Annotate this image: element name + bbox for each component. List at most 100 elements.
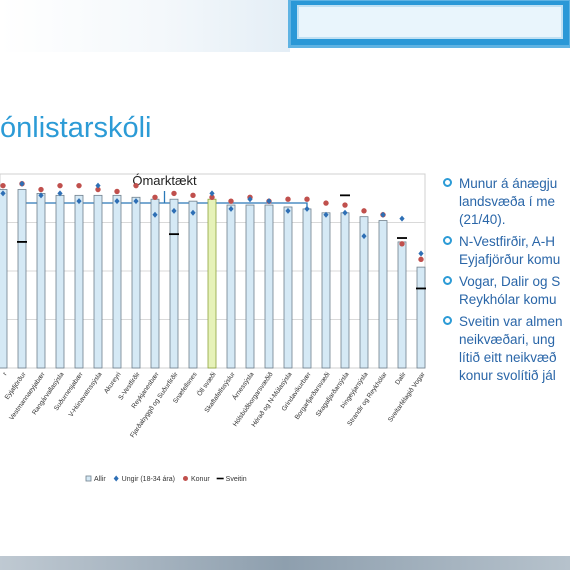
bullet-text-line: (21/40). <box>459 212 506 227</box>
point-ungir <box>323 211 329 218</box>
point-konur <box>418 256 424 263</box>
bullet-marker-icon <box>443 236 452 245</box>
x-tick-label: Borgarfjarðarsvæði <box>293 370 332 421</box>
x-tick-label: Skagafjarðarsýsla <box>314 370 351 418</box>
bullet-marker-icon <box>443 178 452 187</box>
point-konur <box>38 186 44 193</box>
point-ungir <box>95 182 101 189</box>
header-accent-box <box>288 0 570 48</box>
bullet-text-line: Sveitin var almen <box>459 314 563 329</box>
point-konur <box>114 188 120 195</box>
point-ungir <box>380 211 386 218</box>
bar-allir <box>207 198 217 369</box>
point-ungir <box>209 190 215 197</box>
point-konur <box>76 182 82 189</box>
bar-allir <box>378 220 388 369</box>
bar-allir <box>283 206 293 369</box>
bar-allir <box>36 193 46 369</box>
bar-allir <box>150 198 160 369</box>
point-ungir <box>304 205 310 212</box>
header-decoration <box>0 0 290 52</box>
point-ungir <box>399 215 405 222</box>
point-ungir <box>285 207 291 214</box>
bullet-marker-icon <box>443 316 452 325</box>
bullet-item: Vogar, Dalir og S Reykhólar komu <box>440 273 570 309</box>
footer-bar <box>0 556 570 570</box>
point-konur <box>190 192 196 199</box>
bar-allir <box>74 194 84 369</box>
annotation-label: Ómarktækt <box>132 173 197 188</box>
point-ungir <box>266 198 272 205</box>
bullet-item: N-Vestfirðir, A-H Eyjafjörður komu <box>440 233 570 269</box>
bullet-item: Sveitin var almen neikvæðari, ung lítið … <box>440 313 570 385</box>
point-ungir <box>171 207 177 214</box>
point-ungir <box>190 209 196 216</box>
x-tick-label: r <box>2 370 9 376</box>
bullet-text-line: neikvæðari, ung <box>459 332 556 347</box>
point-konur <box>0 182 6 189</box>
bar-chart: ÓmarktæktrEyjafjörðurVestmannaeyjabærRan… <box>0 173 427 483</box>
bar-allir <box>302 208 312 369</box>
point-ungir <box>114 198 120 205</box>
bullet-text-line: landsvæða í me <box>459 194 556 209</box>
bullet-text-line: Reykhólar komu <box>459 292 557 307</box>
point-konur <box>133 182 139 189</box>
point-ungir <box>152 211 158 218</box>
bar-allir <box>359 216 369 369</box>
point-konur <box>57 182 63 189</box>
bar-allir <box>321 212 331 369</box>
bullet-marker-icon <box>443 276 452 285</box>
point-konur <box>228 198 234 204</box>
bullet-item: Munur á ánægju landsvæða í me (21/40). <box>440 175 570 229</box>
legend-label: Sveitin <box>226 476 247 483</box>
point-ungir <box>38 192 44 199</box>
point-konur <box>323 200 329 206</box>
legend-label: Ungir (18-34 ára) <box>122 476 175 483</box>
bar-allir <box>0 189 8 369</box>
bar-allir <box>55 194 65 369</box>
point-konur <box>342 202 348 208</box>
x-tick-label: Akureyri <box>103 371 123 395</box>
slide-title: ónlistarskóli <box>0 112 152 144</box>
x-tick-label: Sveitarfélagið Vogar <box>386 370 427 424</box>
annotation-bracket <box>21 202 308 212</box>
point-ungir <box>57 190 63 197</box>
bullet-text-line: N-Vestfirðir, A-H <box>459 234 556 249</box>
bullet-text-line: lítið eitt neikvæð <box>459 350 557 365</box>
x-tick-label: Dalir <box>394 370 408 386</box>
point-konur <box>209 194 215 200</box>
point-ungir <box>361 233 367 240</box>
bullet-text-line: Eyjafjörður komu <box>459 252 561 267</box>
bullet-text-line: Munur á ánægju <box>459 176 558 191</box>
legend-label: Konur <box>191 476 210 483</box>
point-konur <box>361 208 367 214</box>
point-ungir <box>342 209 348 216</box>
bar-allir <box>340 212 350 369</box>
bar-allir <box>226 204 236 369</box>
bar-allir <box>397 241 407 369</box>
legend-swatch <box>182 476 188 481</box>
point-konur <box>95 186 101 193</box>
point-konur <box>171 190 177 197</box>
bullet-text-line: konur svolítið jál <box>459 368 556 383</box>
point-ungir <box>19 180 25 187</box>
bar-allir <box>188 200 198 369</box>
point-konur <box>399 241 405 247</box>
bar-allir <box>416 266 426 369</box>
legend-swatch <box>113 475 119 482</box>
point-konur <box>285 196 291 202</box>
point-ungir <box>0 190 6 197</box>
bar-allir <box>169 198 179 369</box>
point-ungir <box>418 250 424 257</box>
point-ungir <box>247 196 253 203</box>
point-ungir <box>76 198 82 205</box>
bar-allir <box>17 189 27 369</box>
bar-allir <box>245 204 255 369</box>
bullet-text-line: Vogar, Dalir og S <box>459 274 561 289</box>
point-konur <box>152 194 158 200</box>
bar-allir <box>264 204 274 369</box>
point-ungir <box>133 198 139 205</box>
legend-label: Allir <box>94 476 106 483</box>
legend-swatch <box>85 475 92 482</box>
